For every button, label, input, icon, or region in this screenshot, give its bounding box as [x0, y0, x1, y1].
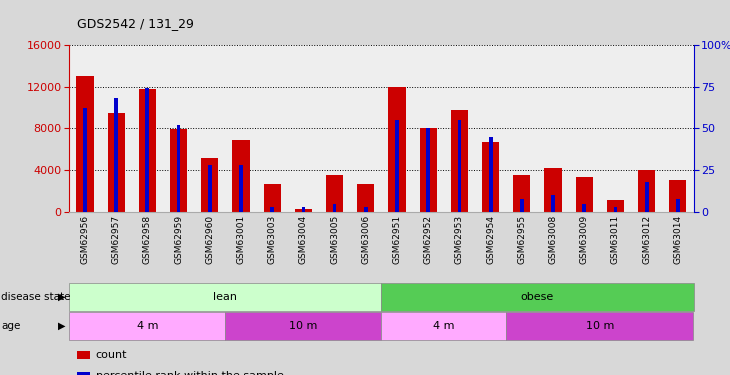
Bar: [177, 125, 180, 212]
Text: ▶: ▶: [58, 321, 66, 331]
Bar: [426, 128, 430, 212]
Bar: [333, 204, 337, 212]
Bar: [301, 207, 305, 212]
Bar: [83, 108, 87, 212]
Text: age: age: [1, 321, 21, 331]
Bar: [239, 165, 243, 212]
Bar: [395, 120, 399, 212]
Bar: [270, 207, 274, 212]
Text: percentile rank within the sample: percentile rank within the sample: [96, 371, 283, 375]
Bar: [264, 184, 281, 212]
Bar: [583, 204, 586, 212]
Bar: [77, 76, 93, 212]
Bar: [458, 120, 461, 212]
Bar: [364, 207, 368, 212]
Bar: [545, 168, 561, 212]
Text: 10 m: 10 m: [585, 321, 614, 331]
Bar: [420, 128, 437, 212]
Text: disease state: disease state: [1, 292, 71, 302]
Text: 4 m: 4 m: [433, 321, 455, 331]
Bar: [232, 140, 250, 212]
Text: 4 m: 4 m: [137, 321, 158, 331]
Bar: [388, 87, 406, 212]
Bar: [489, 137, 493, 212]
Bar: [357, 184, 374, 212]
Bar: [676, 198, 680, 212]
Bar: [145, 88, 149, 212]
Bar: [326, 176, 343, 212]
Bar: [669, 180, 686, 212]
Bar: [607, 200, 624, 212]
Bar: [520, 198, 523, 212]
Bar: [107, 113, 125, 212]
Bar: [638, 170, 656, 212]
Bar: [208, 165, 212, 212]
Text: GDS2542 / 131_29: GDS2542 / 131_29: [77, 17, 193, 30]
Bar: [645, 182, 648, 212]
Bar: [482, 142, 499, 212]
Text: ▶: ▶: [58, 292, 66, 302]
Bar: [115, 98, 118, 212]
Bar: [614, 207, 618, 212]
Bar: [170, 129, 187, 212]
Bar: [513, 176, 531, 212]
Bar: [295, 209, 312, 212]
Bar: [576, 177, 593, 212]
Text: obese: obese: [520, 292, 554, 302]
Text: lean: lean: [213, 292, 237, 302]
Bar: [139, 89, 156, 212]
Text: 10 m: 10 m: [289, 321, 318, 331]
Text: count: count: [96, 350, 127, 360]
Bar: [451, 110, 468, 212]
Bar: [201, 158, 218, 212]
Bar: [551, 195, 555, 212]
